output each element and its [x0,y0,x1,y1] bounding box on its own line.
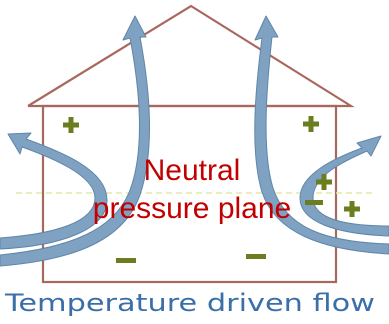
neutral-label-line1: Neutral [144,154,241,187]
minus-sign [246,254,266,259]
flow-arrows [0,15,389,267]
flow-arrow-right-inner [254,15,389,255]
plus-sign [316,174,332,190]
plus-sign [344,201,360,217]
flow-arrow-right-outer [299,135,389,237]
minus-sign [116,258,136,263]
flow-arrow-left-inner [0,15,150,267]
flow-arrow-left-outer [0,132,108,250]
diagram-caption: Temperature driven flow [4,289,375,317]
minus-sign [305,200,323,205]
pressure-signs [63,116,360,263]
plus-sign [303,116,319,132]
neutral-label-line2: pressure plane [93,192,291,225]
house-roof [27,4,355,108]
house-outline [27,4,355,284]
house-walls [41,104,338,284]
plus-sign [63,117,79,133]
